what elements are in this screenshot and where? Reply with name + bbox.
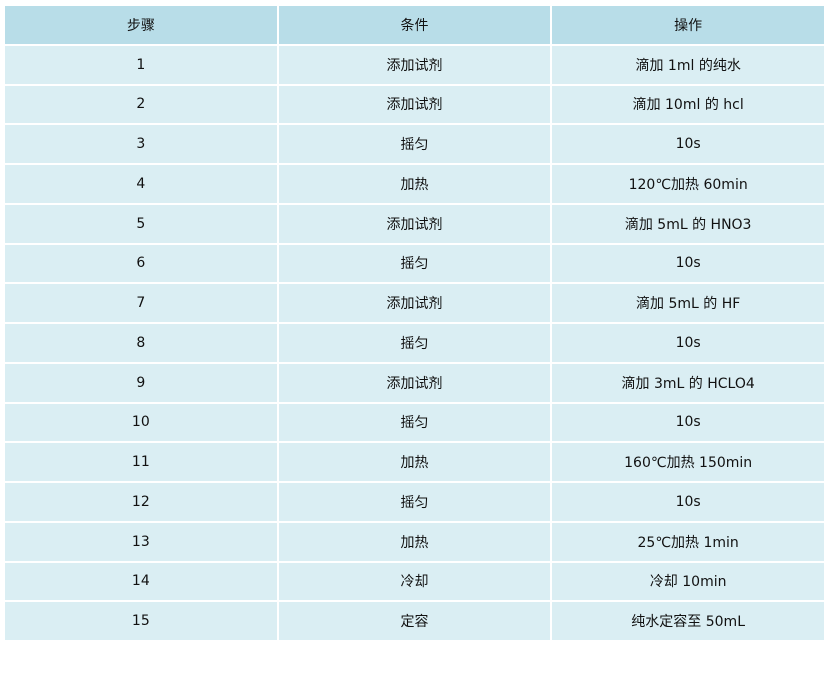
header-operation: 操作 <box>550 4 826 46</box>
cell-condition: 添加试剂 <box>276 43 553 86</box>
cell-condition: 添加试剂 <box>276 202 553 245</box>
table-row: 8 摇匀 10s <box>3 322 826 364</box>
header-row: 步骤 条件 操作 <box>3 4 826 46</box>
table-row: 10 摇匀 10s <box>3 401 826 444</box>
cell-condition: 添加试剂 <box>276 361 553 404</box>
cell-step: 14 <box>3 560 279 603</box>
cell-condition: 定容 <box>276 600 553 642</box>
cell-step: 6 <box>3 242 279 285</box>
header-step: 步骤 <box>3 4 279 46</box>
cell-condition: 摇匀 <box>276 242 553 285</box>
table-row: 3 摇匀 10s <box>3 123 826 165</box>
cell-step: 11 <box>3 441 279 483</box>
cell-step: 15 <box>3 600 279 642</box>
cell-condition: 添加试剂 <box>276 282 553 324</box>
cell-step: 5 <box>3 202 279 245</box>
cell-step: 4 <box>3 163 279 205</box>
cell-operation: 滴加 5mL 的 HNO3 <box>550 202 826 245</box>
cell-condition: 摇匀 <box>276 123 553 165</box>
procedure-table: 步骤 条件 操作 1 添加试剂 滴加 1ml 的纯水 2 添加试剂 滴加 10ml 的 h… <box>3 4 826 642</box>
cell-operation: 滴加 1ml 的纯水 <box>550 43 826 86</box>
table-row: 5 添加试剂 滴加 5mL 的 HNO3 <box>3 202 826 245</box>
table-row: 4 加热 120℃加热 60min <box>3 163 826 205</box>
cell-condition: 冷却 <box>276 560 553 603</box>
cell-operation: 滴加 3mL 的 HCLO4 <box>550 361 826 404</box>
cell-operation: 滴加 5mL 的 HF <box>550 282 826 324</box>
cell-condition: 摇匀 <box>276 322 553 364</box>
cell-step: 7 <box>3 282 279 324</box>
table-row: 9 添加试剂 滴加 3mL 的 HCLO4 <box>3 361 826 404</box>
table-row: 12 摇匀 10s <box>3 481 826 523</box>
cell-step: 9 <box>3 361 279 404</box>
cell-step: 10 <box>3 401 279 444</box>
cell-operation: 纯水定容至 50mL <box>550 600 826 642</box>
cell-condition: 摇匀 <box>276 401 553 444</box>
cell-operation: 10s <box>550 322 826 364</box>
cell-condition: 加热 <box>276 163 553 205</box>
cell-step: 12 <box>3 481 279 523</box>
cell-operation: 25℃加热 1min <box>550 520 826 563</box>
cell-operation: 160℃加热 150min <box>550 441 826 483</box>
cell-step: 2 <box>3 83 279 126</box>
cell-operation: 10s <box>550 242 826 285</box>
cell-condition: 添加试剂 <box>276 83 553 126</box>
table-row: 1 添加试剂 滴加 1ml 的纯水 <box>3 43 826 86</box>
header-condition: 条件 <box>276 4 553 46</box>
table-row: 15 定容 纯水定容至 50mL <box>3 600 826 642</box>
cell-condition: 加热 <box>276 520 553 563</box>
cell-condition: 加热 <box>276 441 553 483</box>
cell-step: 3 <box>3 123 279 165</box>
table-row: 13 加热 25℃加热 1min <box>3 520 826 563</box>
table-body: 1 添加试剂 滴加 1ml 的纯水 2 添加试剂 滴加 10ml 的 hcl 3 摇匀 10s 4… <box>3 43 826 642</box>
cell-operation: 120℃加热 60min <box>550 163 826 205</box>
cell-step: 1 <box>3 43 279 86</box>
cell-condition: 摇匀 <box>276 481 553 523</box>
cell-operation: 10s <box>550 401 826 444</box>
cell-step: 8 <box>3 322 279 364</box>
table-row: 11 加热 160℃加热 150min <box>3 441 826 483</box>
cell-operation: 冷却 10min <box>550 560 826 603</box>
cell-operation: 10s <box>550 123 826 165</box>
cell-operation: 滴加 10ml 的 hcl <box>550 83 826 126</box>
table-row: 2 添加试剂 滴加 10ml 的 hcl <box>3 83 826 126</box>
cell-operation: 10s <box>550 481 826 523</box>
table-row: 6 摇匀 10s <box>3 242 826 285</box>
cell-step: 13 <box>3 520 279 563</box>
table-row: 14 冷却 冷却 10min <box>3 560 826 603</box>
table-row: 7 添加试剂 滴加 5mL 的 HF <box>3 282 826 324</box>
